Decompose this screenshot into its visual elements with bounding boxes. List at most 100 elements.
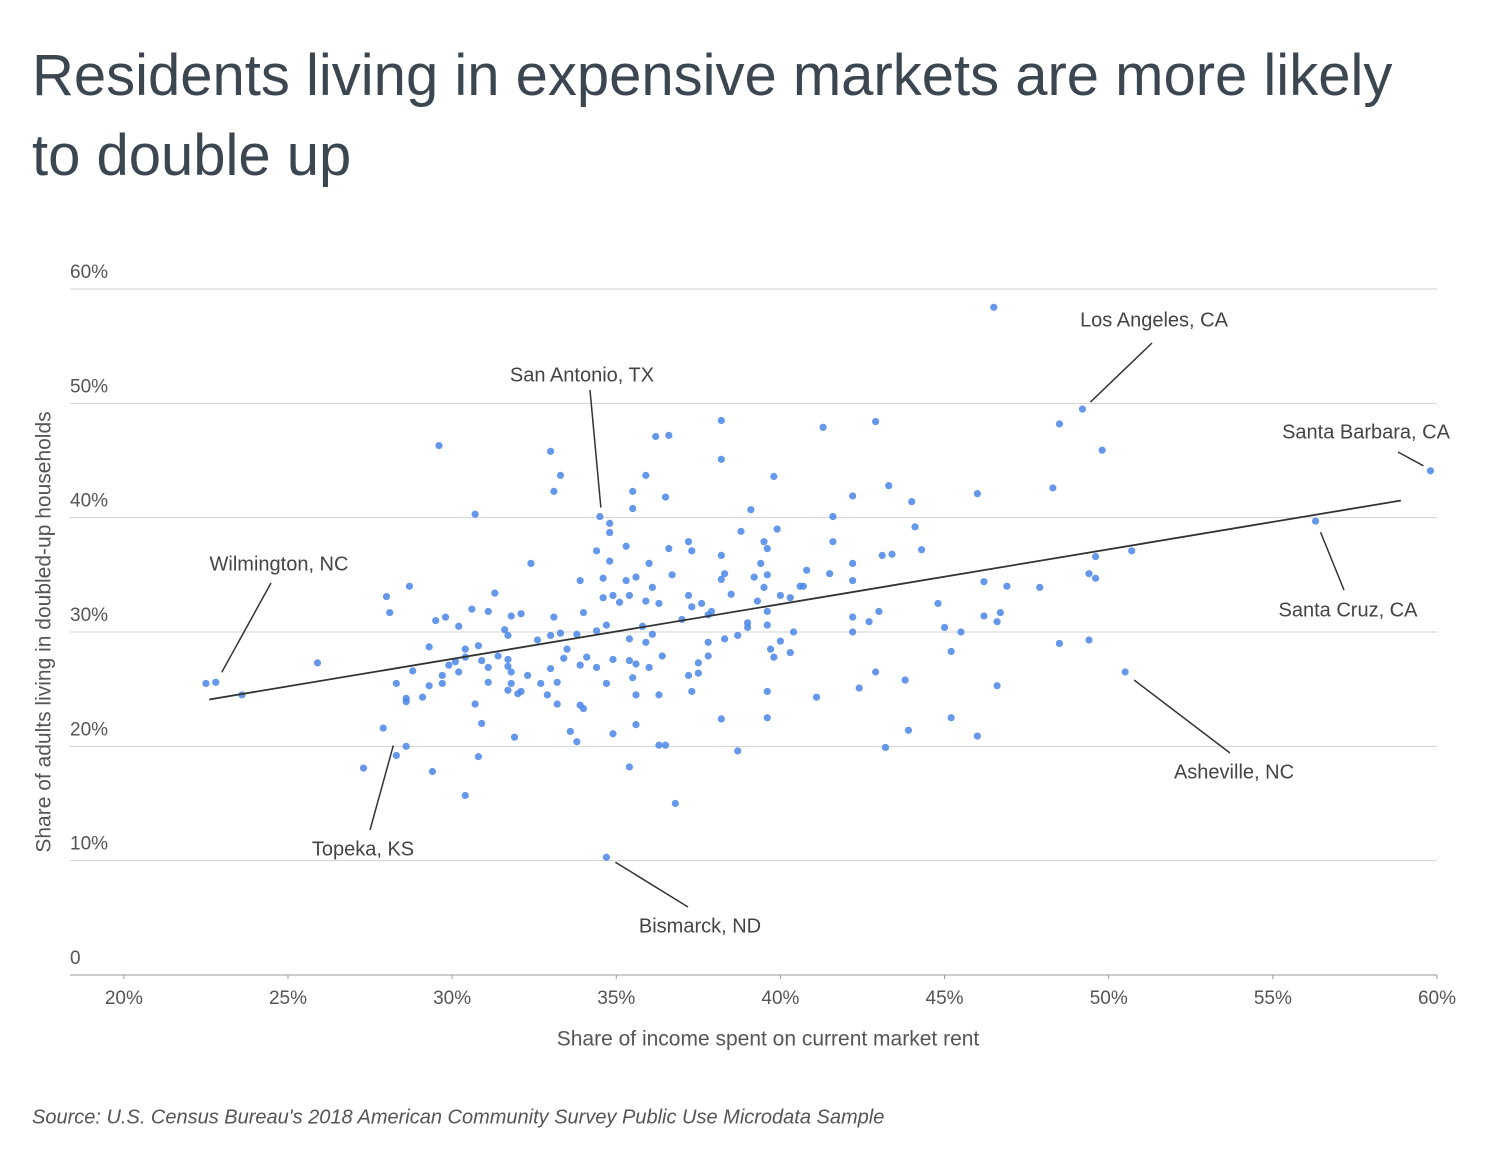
point xyxy=(566,727,574,736)
point xyxy=(789,628,798,636)
x-tick-label: 30% xyxy=(433,988,471,1009)
point xyxy=(763,687,771,696)
point xyxy=(776,591,785,600)
point xyxy=(517,687,525,696)
point xyxy=(684,671,693,680)
point xyxy=(402,698,410,706)
point xyxy=(428,767,437,776)
point xyxy=(592,663,601,672)
point xyxy=(878,551,886,559)
annotated-point xyxy=(1078,405,1087,413)
point xyxy=(560,654,568,662)
x-tick-label: 45% xyxy=(926,988,964,1009)
point xyxy=(484,663,492,672)
point xyxy=(527,559,535,568)
point xyxy=(625,763,634,771)
point xyxy=(829,538,837,546)
point xyxy=(592,627,601,635)
point xyxy=(504,662,512,670)
point xyxy=(609,730,617,738)
point xyxy=(727,590,735,598)
point xyxy=(386,608,394,617)
point xyxy=(707,607,716,616)
point xyxy=(957,628,965,636)
chart-title: Residents living in expensive markets ar… xyxy=(32,43,1393,188)
point xyxy=(881,743,890,752)
point xyxy=(1128,547,1136,555)
point xyxy=(606,557,614,565)
point xyxy=(904,726,913,734)
y-tick-label: 0 xyxy=(70,948,81,969)
point xyxy=(583,653,591,661)
x-tick-label: 40% xyxy=(761,988,799,1009)
point xyxy=(688,547,696,555)
point xyxy=(622,576,630,585)
point xyxy=(642,638,650,646)
point xyxy=(766,645,775,653)
point xyxy=(438,679,446,688)
point xyxy=(432,616,440,625)
point xyxy=(1085,570,1093,578)
point xyxy=(550,487,558,495)
point xyxy=(865,618,873,626)
point xyxy=(629,674,637,682)
point xyxy=(750,573,758,581)
point xyxy=(763,621,771,629)
point xyxy=(543,691,551,699)
point xyxy=(1055,420,1064,428)
point xyxy=(993,682,1001,690)
point xyxy=(379,724,387,732)
point xyxy=(625,591,634,600)
point xyxy=(632,573,640,581)
x-tick-label: 55% xyxy=(1254,988,1292,1009)
point xyxy=(550,613,558,621)
annotated-point xyxy=(212,678,220,686)
point xyxy=(556,629,565,637)
annotation-label: Wilmington, NC xyxy=(210,553,349,575)
point xyxy=(576,576,584,585)
y-tick-label: 60% xyxy=(70,262,108,283)
point xyxy=(553,700,561,708)
point xyxy=(1049,484,1057,492)
annotation-leader xyxy=(1089,342,1153,403)
point xyxy=(652,432,660,441)
point xyxy=(547,447,555,455)
point xyxy=(445,661,453,669)
point xyxy=(803,566,811,574)
point xyxy=(760,583,768,592)
point xyxy=(849,576,857,585)
point xyxy=(461,791,469,800)
point xyxy=(734,631,742,640)
x-tick-label: 60% xyxy=(1418,988,1456,1009)
point xyxy=(1091,552,1100,561)
point xyxy=(609,591,617,600)
point xyxy=(665,544,673,553)
point xyxy=(606,519,614,527)
point xyxy=(507,612,515,620)
y-tick-label: 30% xyxy=(70,605,108,626)
point xyxy=(1091,574,1100,582)
trend-line xyxy=(209,499,1402,701)
point xyxy=(202,679,210,688)
x-axis-label: Share of income spent on current market … xyxy=(557,1028,980,1051)
point xyxy=(770,653,778,661)
point xyxy=(990,303,998,311)
point xyxy=(484,607,492,616)
point xyxy=(625,635,634,643)
point xyxy=(773,525,781,533)
point xyxy=(402,742,410,750)
point xyxy=(849,559,857,568)
x-tick-label: 35% xyxy=(597,988,635,1009)
point xyxy=(504,631,512,640)
point xyxy=(425,682,433,690)
point xyxy=(425,643,433,651)
annotation-label: Topeka, KS xyxy=(312,838,414,860)
point xyxy=(471,700,479,708)
y-tick-label: 50% xyxy=(70,376,108,397)
point xyxy=(382,592,391,601)
point xyxy=(602,621,611,629)
point xyxy=(455,668,463,676)
point xyxy=(553,678,561,686)
annotation-leader xyxy=(369,745,395,831)
